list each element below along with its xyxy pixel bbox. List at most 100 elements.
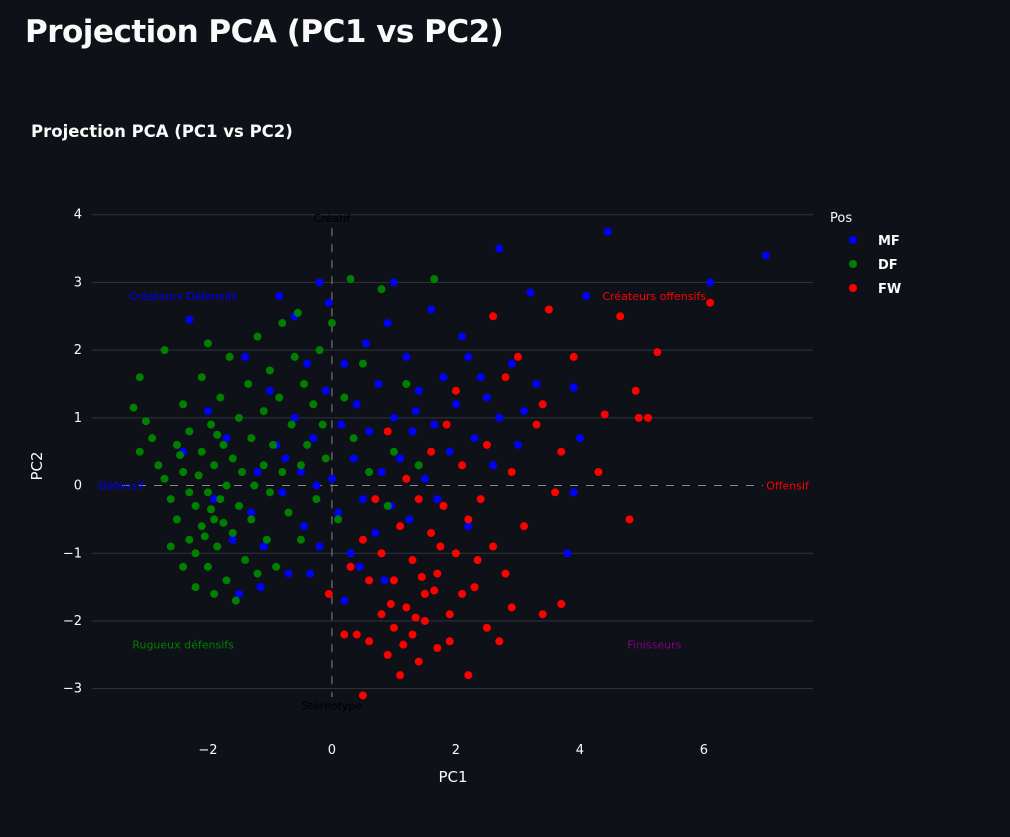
y-tick-label: −2	[63, 614, 82, 629]
point-mf	[507, 359, 516, 368]
point-mf	[253, 468, 262, 477]
point-df	[210, 461, 219, 470]
point-fw	[365, 637, 374, 646]
point-fw	[396, 522, 405, 531]
point-fw	[458, 461, 467, 470]
point-mf	[706, 278, 715, 287]
chart-title: Projection PCA (PC1 vs PC2)	[31, 122, 293, 141]
point-df	[172, 515, 181, 524]
point-fw	[386, 600, 395, 609]
point-mf	[495, 413, 504, 422]
point-mf	[340, 596, 349, 605]
point-mf	[256, 583, 265, 592]
point-fw	[569, 352, 578, 361]
point-mf	[464, 352, 473, 361]
point-fw	[464, 515, 473, 524]
annotation-label: Défensif	[98, 480, 145, 493]
page-title: Projection PCA (PC1 vs PC2)	[25, 14, 504, 50]
point-fw	[551, 488, 560, 497]
point-fw	[544, 305, 553, 314]
point-df	[244, 379, 253, 388]
point-fw	[427, 528, 436, 537]
point-df	[234, 501, 243, 510]
point-df	[318, 420, 327, 429]
point-df	[176, 451, 185, 460]
point-mf	[303, 359, 312, 368]
point-mf	[582, 291, 591, 300]
point-mf	[520, 407, 529, 416]
point-fw	[420, 616, 429, 625]
point-mf	[290, 413, 299, 422]
point-df	[309, 400, 318, 409]
point-mf	[380, 576, 389, 585]
point-mf	[374, 379, 383, 388]
point-df	[185, 427, 194, 436]
point-mf	[203, 407, 212, 416]
point-mf	[433, 495, 442, 504]
point-fw	[594, 468, 603, 477]
point-fw	[383, 427, 392, 436]
point-fw	[408, 630, 417, 639]
point-df	[194, 471, 203, 480]
annotation-label: Créateurs Défensifs	[129, 290, 238, 303]
point-mf	[470, 434, 479, 443]
y-tick-label: 2	[74, 343, 82, 358]
point-fw	[482, 623, 491, 632]
point-df	[284, 508, 293, 517]
point-mf	[362, 339, 371, 348]
point-fw	[430, 586, 439, 595]
point-df	[377, 285, 386, 294]
point-mf	[482, 393, 491, 402]
point-mf	[349, 454, 358, 463]
point-mf	[575, 434, 584, 443]
point-fw	[458, 589, 467, 598]
point-fw	[346, 562, 355, 571]
annotation-label: Créatif	[314, 212, 352, 225]
point-fw	[653, 348, 662, 357]
legend-item-df[interactable]: DF	[849, 258, 898, 273]
point-mf	[278, 488, 287, 497]
point-mf	[389, 278, 398, 287]
legend-item-mf[interactable]: MF	[849, 234, 900, 249]
legend-marker	[849, 260, 857, 268]
point-df	[365, 468, 374, 477]
reference-lines	[122, 228, 763, 697]
point-fw	[402, 474, 411, 483]
point-fw	[414, 495, 423, 504]
legend-marker	[849, 284, 857, 292]
point-df	[213, 430, 222, 439]
point-df	[219, 518, 228, 527]
point-fw	[507, 468, 516, 477]
tick-labels: −3 −2 −1 0 1 2 3 4 −2 0 2 4 6	[63, 208, 708, 758]
point-mf	[340, 359, 349, 368]
point-mf	[284, 569, 293, 578]
point-fw	[473, 556, 482, 565]
annotation-label: Finisseurs	[627, 639, 681, 652]
point-df	[197, 373, 206, 382]
point-fw	[358, 691, 367, 700]
point-fw	[538, 610, 547, 619]
point-df	[383, 501, 392, 510]
point-df	[275, 393, 284, 402]
point-df	[241, 556, 250, 565]
point-mf	[259, 542, 268, 551]
point-df	[225, 352, 234, 361]
point-mf	[296, 468, 305, 477]
point-mf	[315, 542, 324, 551]
point-df	[172, 440, 181, 449]
point-df	[259, 407, 268, 416]
x-tick-label: 4	[576, 743, 584, 758]
point-df	[389, 447, 398, 456]
point-df	[185, 488, 194, 497]
point-mf	[563, 549, 572, 558]
point-fw	[365, 576, 374, 585]
point-mf	[365, 427, 374, 436]
legend-item-fw[interactable]: FW	[849, 282, 901, 297]
point-mf	[210, 495, 219, 504]
point-mf	[464, 522, 473, 531]
point-mf	[377, 468, 386, 477]
point-mf	[430, 420, 439, 429]
point-df	[203, 339, 212, 348]
point-df	[203, 562, 212, 571]
